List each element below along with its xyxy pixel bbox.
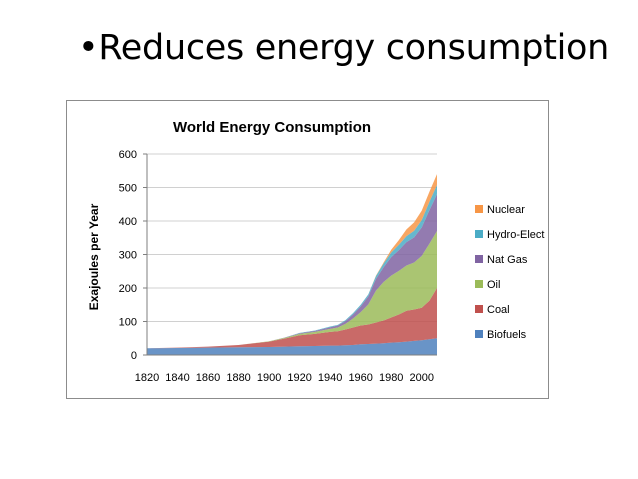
y-axis-title: Exajoules per Year (87, 203, 101, 310)
legend-swatch-biofuels (475, 330, 483, 338)
legend-swatch-nuclear (475, 205, 483, 213)
world-energy-chart: World Energy Consumption Exajoules per Y… (87, 119, 544, 384)
x-tick-label-1880: 1880 (226, 372, 250, 384)
x-tick-label-1900: 1900 (257, 372, 281, 384)
x-tick-label-1820: 1820 (135, 372, 159, 384)
legend-swatch-hydro-elect (475, 230, 483, 238)
y-tick-label-500: 500 (119, 183, 137, 195)
legend-swatch-coal (475, 305, 483, 313)
axes (146, 154, 437, 356)
area-coal (147, 288, 437, 349)
y-tick-label-200: 200 (119, 283, 137, 295)
y-tick-labels: 0 100 200 300 400 500 600 (119, 149, 137, 362)
x-tick-labels: 1820 1840 1860 1880 1900 1920 1940 1960 1980 2000 (135, 372, 434, 384)
legend-label-coal: Coal (487, 304, 510, 316)
x-tick-label-1840: 1840 (165, 372, 189, 384)
x-tick-label-1980: 1980 (379, 372, 403, 384)
area-series (147, 174, 437, 355)
y-tick-label-300: 300 (119, 250, 137, 262)
y-tick-label-600: 600 (119, 149, 137, 161)
legend-swatch-oil (475, 280, 483, 288)
x-tick-label-2000: 2000 (409, 372, 433, 384)
x-tick-label-1960: 1960 (348, 372, 372, 384)
legend-label-oil: Oil (487, 279, 500, 291)
y-tick-label-0: 0 (131, 350, 137, 362)
legend-label-hydro-elect: Hydro-Elect (487, 229, 544, 241)
area-biofuels (147, 338, 437, 355)
legend: Nuclear Hydro-Elect Nat Gas Oil Coal Biofuels (475, 204, 544, 341)
chart-title: World Energy Consumption (173, 119, 371, 136)
chart-frame: World Energy Consumption Exajoules per Y… (66, 100, 549, 399)
legend-label-nuclear: Nuclear (487, 204, 525, 216)
legend-label-biofuels: Biofuels (487, 329, 527, 341)
legend-swatch-nat-gas (475, 255, 483, 263)
y-tick-label-400: 400 (119, 216, 137, 228)
x-tick-label-1860: 1860 (196, 372, 220, 384)
x-tick-label-1920: 1920 (287, 372, 311, 384)
area-oil (147, 231, 437, 349)
y-tick-label-100: 100 (119, 317, 137, 329)
x-tick-label-1940: 1940 (318, 372, 342, 384)
slide-title: •Reduces energy consumption (78, 28, 610, 68)
legend-label-nat-gas: Nat Gas (487, 254, 528, 266)
